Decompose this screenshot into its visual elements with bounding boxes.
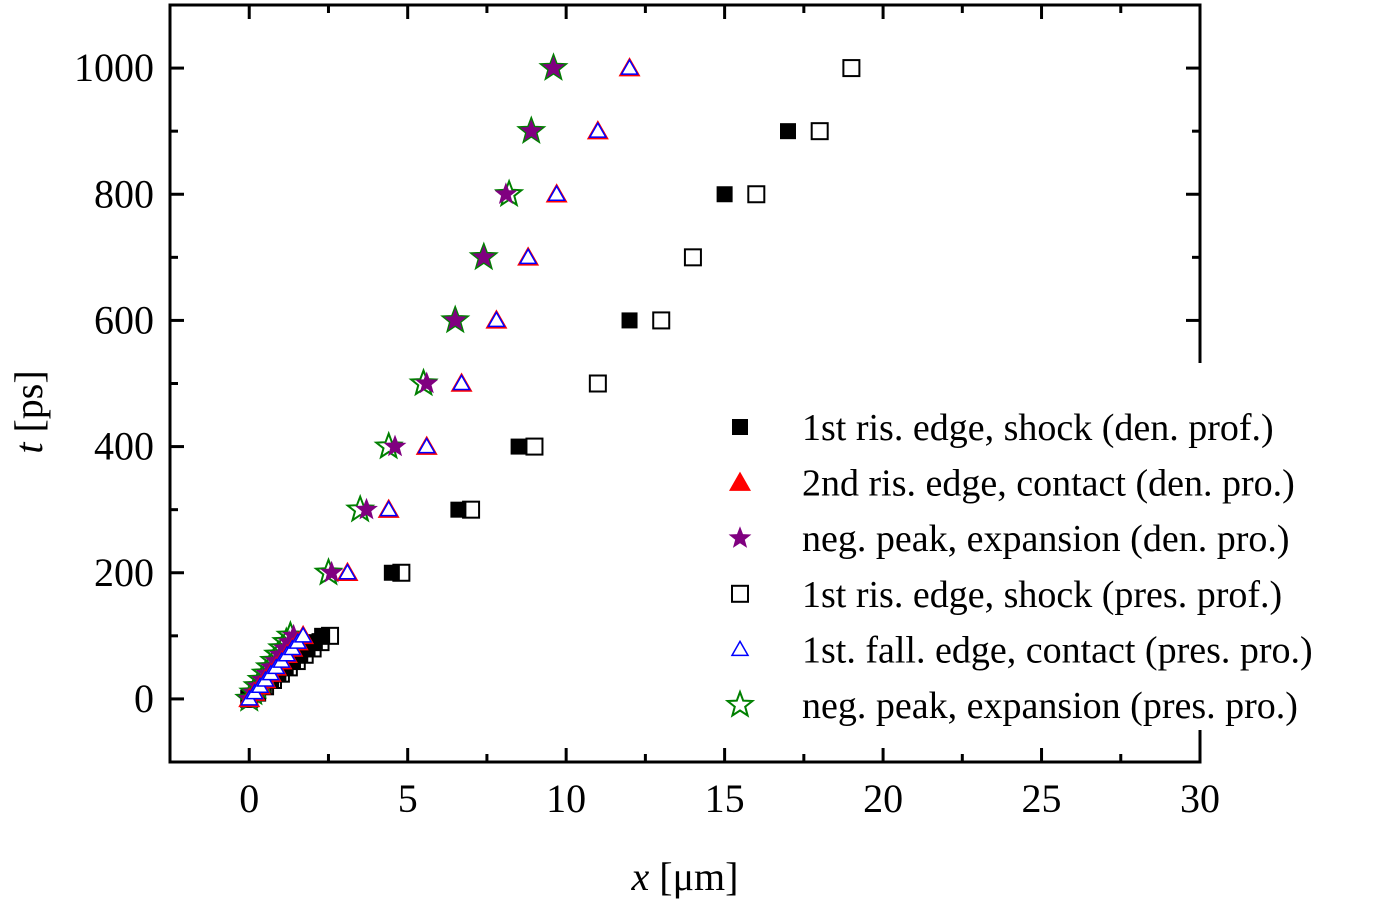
legend: 1st ris. edge, shock (den. prof.) 2nd ris… <box>724 407 1313 727</box>
data-point <box>510 438 527 455</box>
x-axis-var: x <box>631 854 650 899</box>
x-tick-label: 30 <box>1180 776 1220 821</box>
data-point <box>472 245 496 267</box>
data-point <box>345 493 376 523</box>
legend-marker <box>731 584 749 603</box>
legend-marker <box>729 471 751 491</box>
data-point <box>443 308 467 331</box>
y-tick-label: 800 <box>94 171 154 216</box>
x-tick-label: 10 <box>546 776 586 821</box>
legend-label: 1st ris. edge, shock (den. prof.) <box>802 407 1274 449</box>
legend-item: 2nd ris. edge, contact (den. pro.) <box>729 463 1295 505</box>
y-tick-label: 0 <box>134 676 154 721</box>
data-point <box>588 121 608 138</box>
data-point <box>516 115 547 145</box>
data-point <box>716 186 733 203</box>
data-point <box>383 564 400 581</box>
legend-item: 1st ris. edge, shock (den. prof.) <box>732 407 1274 449</box>
data-point <box>518 247 538 265</box>
data-point <box>683 248 702 267</box>
data-point <box>293 626 313 643</box>
data-point <box>525 437 544 456</box>
series-4 <box>239 58 639 706</box>
y-tick-label: 400 <box>94 424 154 469</box>
data-point <box>320 560 343 583</box>
y-tick-label: 1000 <box>74 45 154 90</box>
x-tick-label: 25 <box>1022 776 1062 821</box>
legend-label: 2nd ris. edge, contact (den. pro.) <box>802 463 1295 505</box>
series-5 <box>234 52 569 712</box>
legend-label: 1st. fall. edge, contact (pres. pro.) <box>802 629 1313 671</box>
series-0 <box>241 123 796 707</box>
legend-item: neg. peak, expansion (den. pro.) <box>728 518 1290 560</box>
data-point <box>494 182 518 204</box>
data-point <box>282 623 305 646</box>
x-tick-label: 5 <box>398 776 418 821</box>
data-point <box>842 59 861 78</box>
data-point <box>417 437 437 454</box>
legend-item: 1st ris. edge, shock (pres. prof.) <box>731 574 1282 616</box>
data-point <box>621 312 638 329</box>
legend-item: 1st. fall. edge, contact (pres. pro.) <box>730 629 1313 671</box>
data-point <box>547 184 566 201</box>
data-point <box>355 497 378 520</box>
y-axis-var: t <box>6 442 51 454</box>
y-axis-label: t [ps] <box>6 370 51 453</box>
legend-marker <box>732 419 748 435</box>
series-1 <box>238 57 641 708</box>
legend-marker <box>728 526 752 548</box>
legend-cover <box>1190 363 1210 730</box>
x-axis-label: x [μm] <box>631 854 739 899</box>
legend-marker <box>730 639 750 657</box>
data-point <box>652 311 671 330</box>
x-axis-unit: [μm] <box>649 854 738 899</box>
legend-marker <box>724 689 756 718</box>
legend-background <box>715 395 1400 730</box>
data-point <box>780 123 796 140</box>
data-point <box>620 58 639 75</box>
data-point <box>383 434 407 457</box>
data-point <box>519 119 543 141</box>
data-point <box>588 374 607 393</box>
x-tick-label: 0 <box>239 776 259 821</box>
x-tick-label: 15 <box>705 776 745 821</box>
series-2 <box>237 56 565 709</box>
y-tick-label: 600 <box>94 297 154 342</box>
legend-label: neg. peak, expansion (pres. pro.) <box>802 685 1298 727</box>
data-point <box>452 373 471 391</box>
data-point <box>450 501 467 518</box>
data-point <box>440 304 471 334</box>
data-point <box>542 56 565 78</box>
data-point <box>810 122 829 141</box>
x-tick-label: 20 <box>863 776 903 821</box>
legend-item: neg. peak, expansion (pres. pro.) <box>724 685 1298 727</box>
data-point <box>747 185 766 204</box>
data-point <box>314 627 331 644</box>
plot-marks <box>234 52 861 712</box>
y-axis-unit: [ps] <box>6 370 51 442</box>
data-point <box>468 241 499 271</box>
data-point <box>415 371 439 394</box>
y-tick-label: 200 <box>94 550 154 595</box>
data-point <box>379 500 398 517</box>
legend-label: 1st ris. edge, shock (pres. prof.) <box>802 574 1282 616</box>
data-point <box>538 52 569 81</box>
data-point <box>338 563 357 580</box>
legend-label: neg. peak, expansion (den. pro.) <box>802 518 1290 560</box>
data-point <box>487 310 506 328</box>
axis-ticks: 0 5 10 15 20 25 30 0 200 400 600 800 1000 <box>74 3 1220 821</box>
